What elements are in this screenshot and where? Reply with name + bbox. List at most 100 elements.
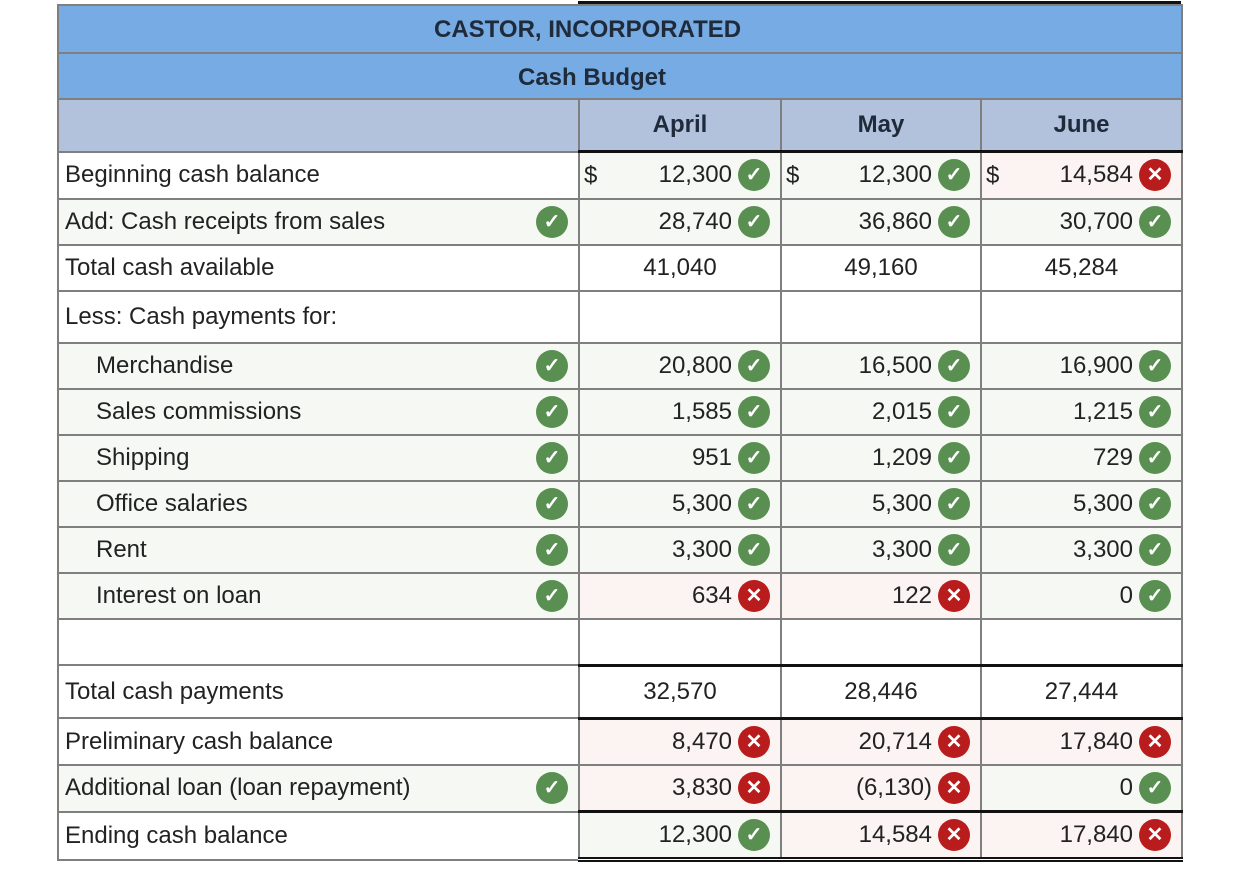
select-label-rent[interactable]: Rent ✓ [57,525,580,574]
input-may-commissions[interactable]: 2,015 ✓ [780,387,982,436]
input-may-merchandise[interactable]: 16,500 ✓ [780,341,982,390]
company-header-row: CASTOR, INCORPORATED [57,4,1183,54]
label-beginning-cash: Beginning cash balance [57,150,580,200]
select-label-cash-receipts[interactable]: Add: Cash receipts from sales ✓ [57,197,580,246]
check-circle-icon: ✓ [536,772,568,804]
row-office-salaries: Office salaries ✓ 5,300 ✓ 5,300 ✓ 5,300 ✓ [57,479,1183,528]
row-ending-balance: Ending cash balance 12,300 ✓ 14,584 ✕ 17,8… [57,810,1183,862]
input-may-salaries[interactable]: 5,300 ✓ [780,479,982,528]
check-circle-icon: ✓ [738,441,770,474]
input-june-receipts[interactable]: 30,700 ✓ [980,197,1183,246]
input-april-loan[interactable]: 3,830 ✕ [578,764,782,813]
company-name: CASTOR, INCORPORATED [434,16,742,43]
check-circle-icon: ✓ [1139,205,1171,238]
check-circle-icon: ✓ [1139,579,1171,612]
row-cash-receipts: Add: Cash receipts from sales ✓ 28,740 ✓ … [57,197,1183,246]
check-circle-icon: ✓ [738,159,770,192]
row-preliminary-balance: Preliminary cash balance 8,470 ✕ 20,714 ✕ … [57,716,1183,766]
input-april-merchandise[interactable]: 20,800 ✓ [578,341,782,390]
row-sales-commissions: Sales commissions ✓ 1,585 ✓ 2,015 ✓ 1,215 ✓ [57,387,1183,436]
check-circle-icon: ✓ [1139,533,1171,566]
select-label-merchandise[interactable]: Merchandise ✓ [57,341,580,390]
input-june-merchandise[interactable]: 16,900 ✓ [980,341,1183,390]
row-interest-on-loan: Interest on loan ✓ 634 ✕ 122 ✕ 0 ✓ [57,571,1183,620]
value-april-total-available: 41,040 [578,243,782,292]
row-merchandise: Merchandise ✓ 20,800 ✓ 16,500 ✓ 16,900 ✓ [57,341,1183,390]
input-june-loan[interactable]: 0 ✓ [980,764,1183,813]
label-less-payments: Less: Cash payments for: [57,289,580,344]
x-circle-icon: ✕ [738,579,770,612]
input-may-preliminary[interactable]: 20,714 ✕ [780,716,982,766]
input-june-beginning[interactable]: $ 14,584 ✕ [980,150,1183,200]
row-shipping: Shipping ✓ 951 ✓ 1,209 ✓ 729 ✓ [57,433,1183,482]
label-total-available: Total cash available [57,243,580,292]
month-april: April [578,98,782,153]
check-circle-icon: ✓ [738,349,770,382]
value-june-total-available: 45,284 [980,243,1183,292]
input-june-interest[interactable]: 0 ✓ [980,571,1183,620]
report-title: Cash Budget [518,64,667,91]
select-label-sales-commissions[interactable]: Sales commissions ✓ [57,387,580,436]
input-april-beginning[interactable]: $ 12,300 ✓ [578,150,782,200]
dollar-sign: $ [786,162,800,189]
x-circle-icon: ✕ [938,819,970,851]
input-may-shipping[interactable]: 1,209 ✓ [780,433,982,482]
input-may-loan[interactable]: (6,130) ✕ [780,764,982,813]
input-april-rent[interactable]: 3,300 ✓ [578,525,782,574]
check-circle-icon: ✓ [536,487,568,520]
month-header-row: April May June [57,98,1183,153]
row-less-header: Less: Cash payments for: [57,289,1183,344]
input-june-commissions[interactable]: 1,215 ✓ [980,387,1183,436]
dollar-sign: $ [986,162,1000,189]
check-circle-icon: ✓ [938,395,970,428]
input-april-interest[interactable]: 634 ✕ [578,571,782,620]
x-circle-icon: ✕ [938,725,970,758]
input-april-ending[interactable]: 12,300 ✓ [578,810,782,862]
select-label-additional-loan[interactable]: Additional loan (loan repayment) ✓ [57,764,580,813]
input-may-receipts[interactable]: 36,860 ✓ [780,197,982,246]
check-circle-icon: ✓ [738,205,770,238]
check-circle-icon: ✓ [738,819,770,851]
dollar-sign: $ [584,162,598,189]
input-june-salaries[interactable]: 5,300 ✓ [980,479,1183,528]
input-may-ending[interactable]: 14,584 ✕ [780,810,982,862]
input-april-salaries[interactable]: 5,300 ✓ [578,479,782,528]
input-june-ending[interactable]: 17,840 ✕ [980,810,1183,862]
value-may-total-payments: 28,446 [780,663,982,719]
report-header-row: Cash Budget [57,52,1183,100]
x-circle-icon: ✕ [1139,159,1171,192]
check-circle-icon: ✓ [1139,487,1171,520]
check-circle-icon: ✓ [938,349,970,382]
select-label-shipping[interactable]: Shipping ✓ [57,433,580,482]
input-may-interest[interactable]: 122 ✕ [780,571,982,620]
check-circle-icon: ✓ [536,205,568,238]
label-ending-balance: Ending cash balance [57,810,580,861]
row-blank [57,617,1183,666]
check-circle-icon: ✓ [536,395,568,428]
input-june-preliminary[interactable]: 17,840 ✕ [980,716,1183,766]
select-label-interest[interactable]: Interest on loan ✓ [57,571,580,620]
x-circle-icon: ✕ [738,725,770,758]
row-total-payments: Total cash payments 32,570 28,446 27,444 [57,663,1183,719]
row-additional-loan: Additional loan (loan repayment) ✓ 3,830… [57,764,1183,813]
check-circle-icon: ✓ [938,205,970,238]
select-label-office-salaries[interactable]: Office salaries ✓ [57,479,580,528]
input-april-receipts[interactable]: 28,740 ✓ [578,197,782,246]
check-circle-icon: ✓ [1139,349,1171,382]
input-may-beginning[interactable]: $ 12,300 ✓ [780,150,982,200]
input-april-shipping[interactable]: 951 ✓ [578,433,782,482]
check-circle-icon: ✓ [738,395,770,428]
check-circle-icon: ✓ [536,579,568,612]
input-may-rent[interactable]: 3,300 ✓ [780,525,982,574]
x-circle-icon: ✕ [938,772,970,804]
check-circle-icon: ✓ [938,533,970,566]
input-april-commissions[interactable]: 1,585 ✓ [578,387,782,436]
blank-label [57,617,580,666]
check-circle-icon: ✓ [738,533,770,566]
input-june-shipping[interactable]: 729 ✓ [980,433,1183,482]
input-april-preliminary[interactable]: 8,470 ✕ [578,716,782,766]
input-june-rent[interactable]: 3,300 ✓ [980,525,1183,574]
check-circle-icon: ✓ [938,441,970,474]
check-circle-icon: ✓ [536,533,568,566]
label-preliminary-balance: Preliminary cash balance [57,717,580,766]
